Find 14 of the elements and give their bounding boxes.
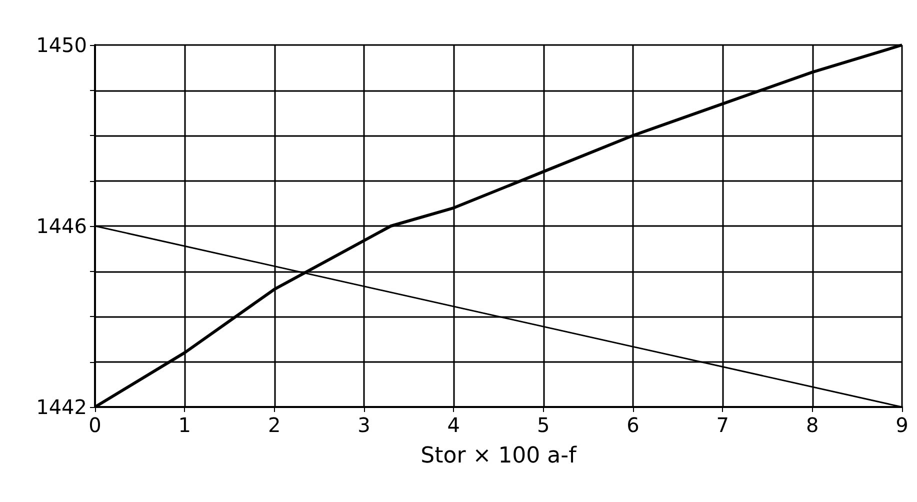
x-tick-label: 0 xyxy=(88,413,102,437)
x-axis-title: Stor × 100 a-f xyxy=(420,444,578,468)
x-tick-label: 1 xyxy=(178,413,192,437)
x-tick-label: 5 xyxy=(536,413,550,437)
x-tick-label: 4 xyxy=(447,413,460,437)
y-tick-label: 1450 xyxy=(36,33,87,57)
y-tick-label: 1442 xyxy=(36,395,87,419)
x-tick-label: 2 xyxy=(268,413,281,437)
x-tick-label: 8 xyxy=(806,413,819,437)
x-tick-label: 3 xyxy=(358,413,370,437)
x-tick-label: 6 xyxy=(626,413,640,437)
x-tick-label: 9 xyxy=(896,413,908,437)
x-tick-label: 7 xyxy=(716,413,730,437)
y-tick-label: 1446 xyxy=(36,214,87,238)
